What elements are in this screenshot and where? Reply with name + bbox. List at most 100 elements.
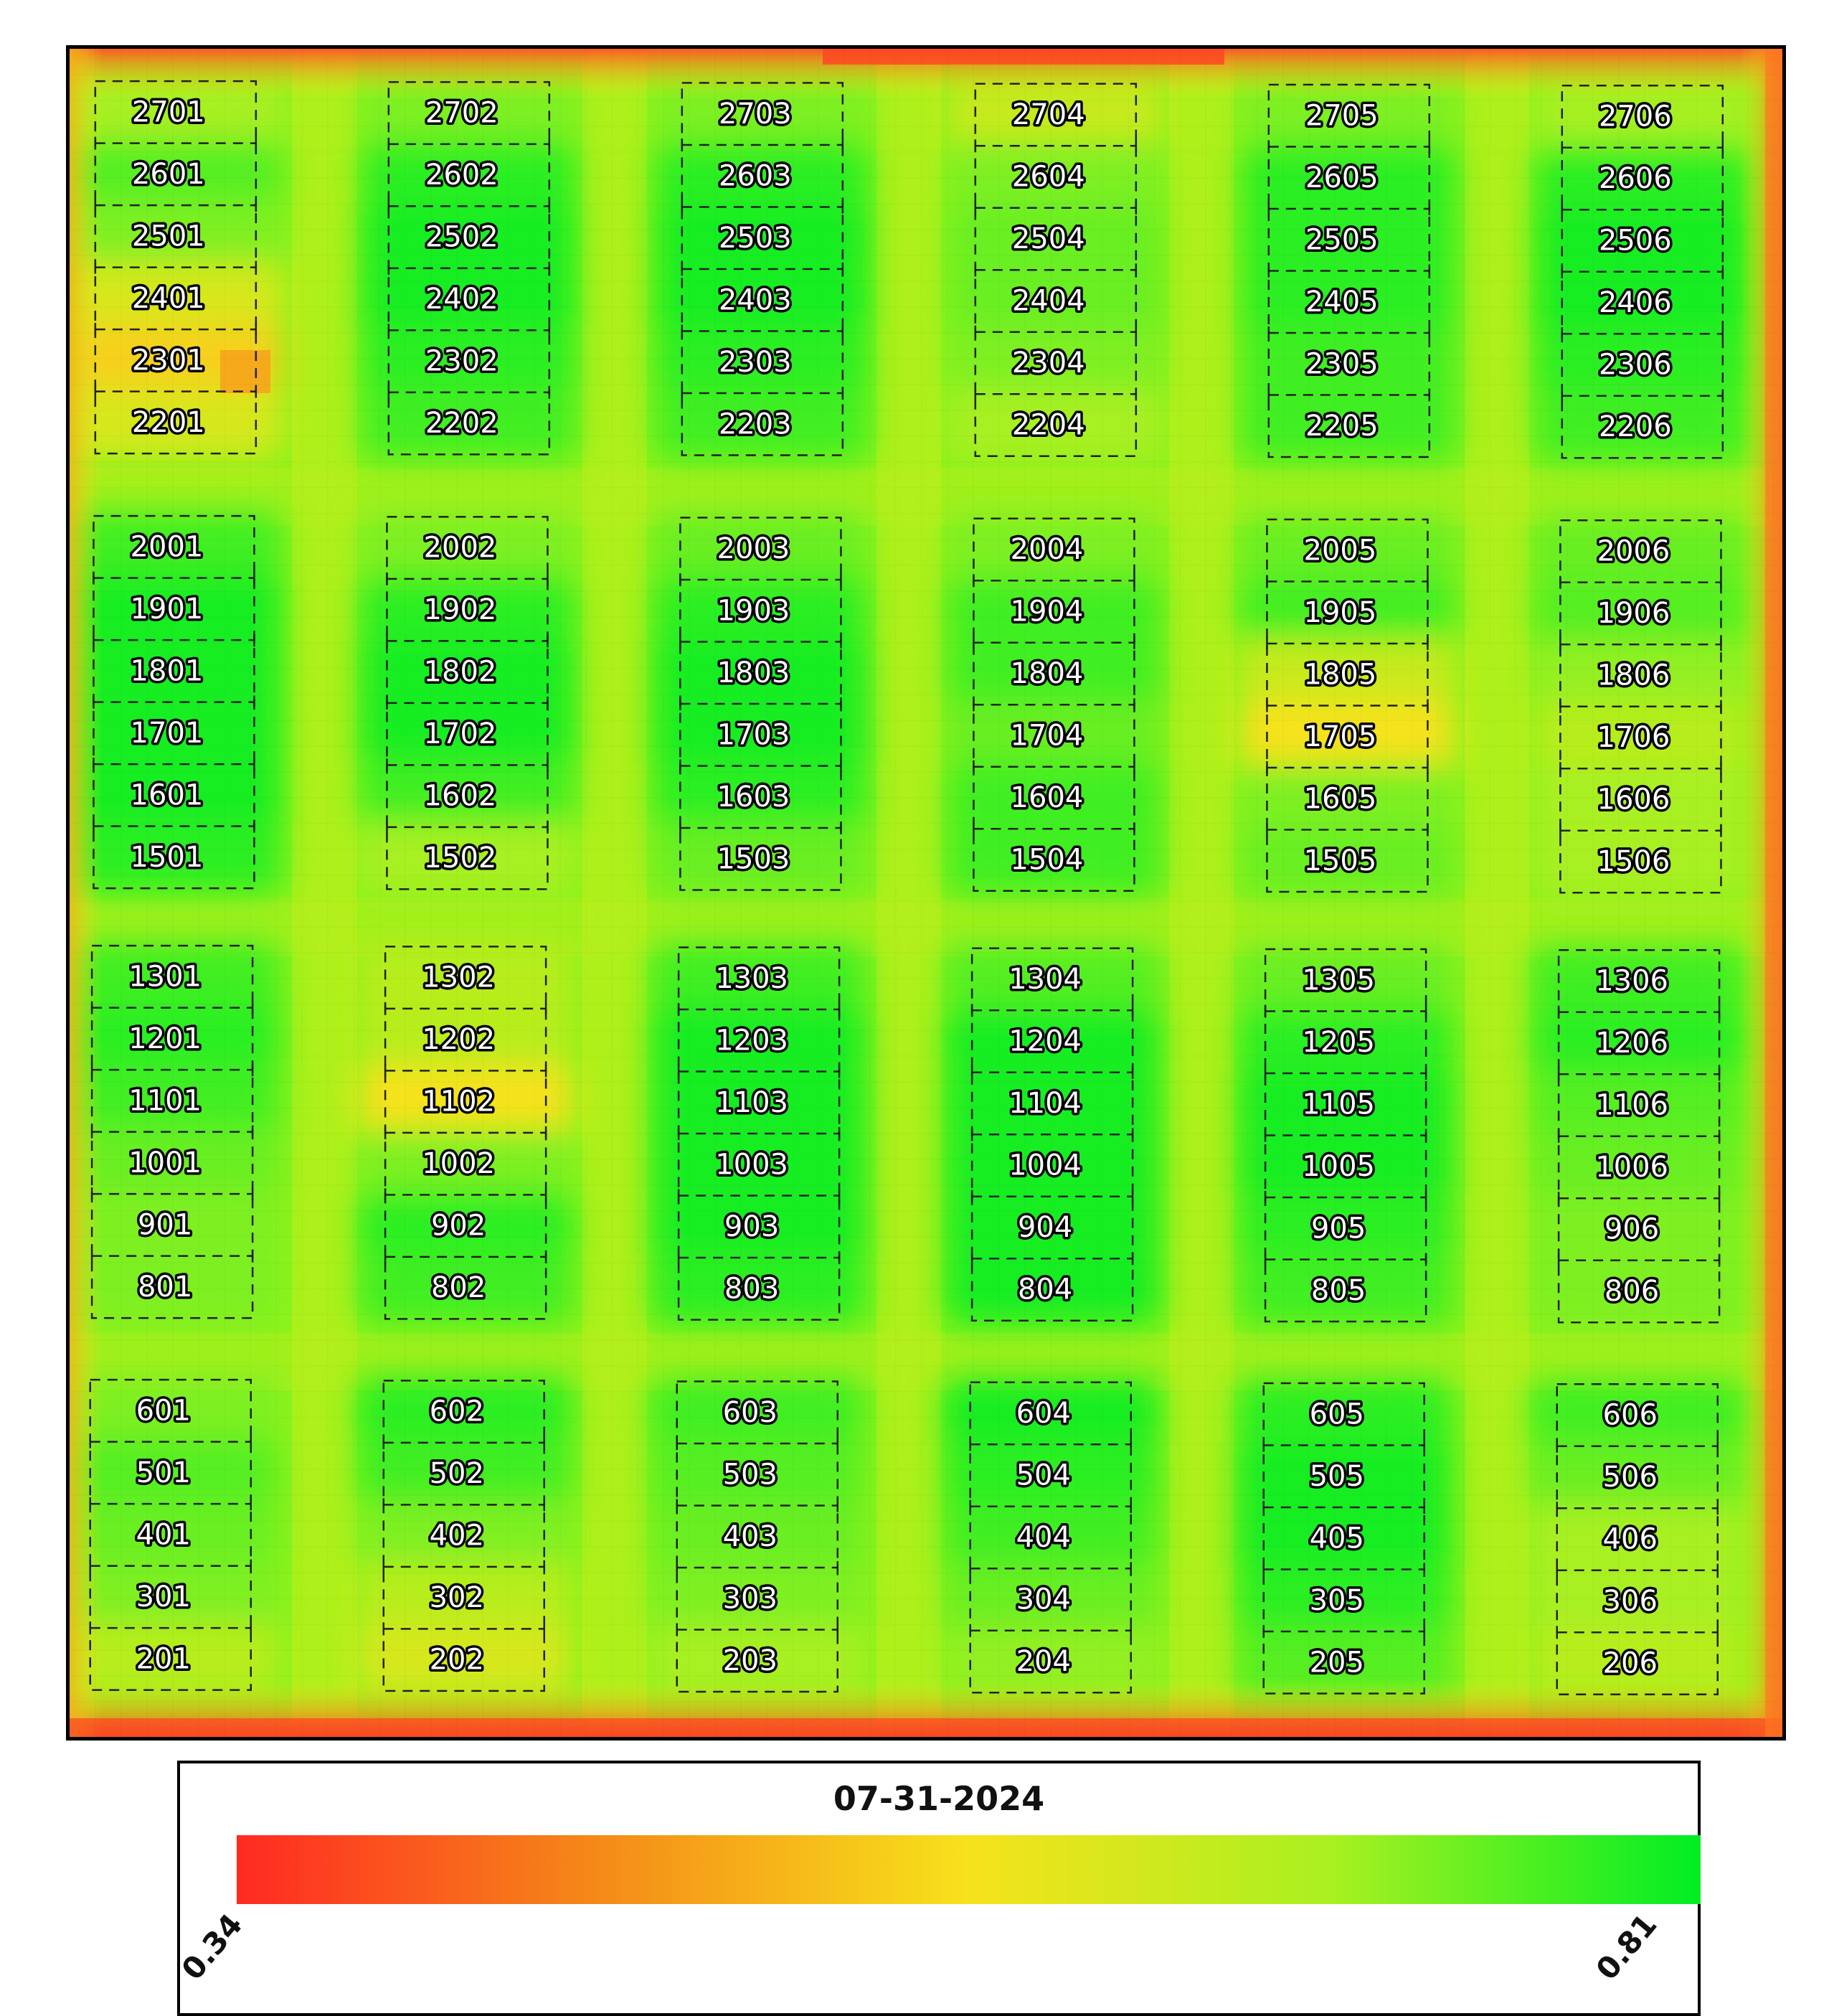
plot-label: 1704 xyxy=(1011,720,1084,753)
plot-label: 1204 xyxy=(1008,1025,1082,1058)
plot-label: 2304 xyxy=(1012,347,1085,380)
plot-block-outline xyxy=(1556,1383,1719,1695)
plot-label: 1202 xyxy=(422,1023,495,1056)
plot-label: 803 xyxy=(724,1272,779,1305)
legend-date-title: 07-31-2024 xyxy=(833,1779,1045,1818)
plot-label: 203 xyxy=(723,1644,778,1677)
plot-label: 2704 xyxy=(1012,98,1085,131)
plot-label: 2002 xyxy=(424,532,497,565)
plot-label: 502 xyxy=(430,1457,484,1490)
plot-label: 2302 xyxy=(425,345,498,378)
plot-label: 1901 xyxy=(131,593,204,626)
plot-label: 2004 xyxy=(1011,533,1084,566)
plot-block: 1306 1206 1106 1006 906 806 xyxy=(1557,948,1721,1324)
plot-label: 1706 xyxy=(1597,721,1670,754)
plot-label: 202 xyxy=(430,1644,484,1677)
plot-label: 2503 xyxy=(719,222,792,255)
plot-label: 404 xyxy=(1016,1521,1071,1554)
plot-label: 1904 xyxy=(1011,595,1084,628)
plot-label: 2001 xyxy=(131,530,204,563)
plot-label: 206 xyxy=(1603,1647,1658,1680)
plot-label: 1304 xyxy=(1008,963,1082,996)
plot-block-outline xyxy=(89,1378,252,1691)
plot-label: 1802 xyxy=(424,656,497,689)
plot-label: 1001 xyxy=(128,1146,202,1179)
plot-label: 1301 xyxy=(128,960,202,993)
legend-min-label: 0.34 xyxy=(174,1907,250,1987)
plot-label: 1902 xyxy=(424,593,497,626)
plot-block: 1304 1204 1104 1004 904 804 xyxy=(970,947,1134,1322)
plot-label: 1002 xyxy=(422,1147,495,1180)
plot-label: 1603 xyxy=(717,781,790,814)
plot-label: 2305 xyxy=(1305,347,1379,380)
plot-label: 2605 xyxy=(1305,161,1379,194)
plot-label: 1504 xyxy=(1011,844,1084,877)
plot-label: 505 xyxy=(1310,1460,1364,1493)
plot-label: 2701 xyxy=(132,95,205,128)
plot-block: 1305 1205 1105 1005 905 805 xyxy=(1264,948,1427,1323)
plot-label: 1105 xyxy=(1302,1088,1375,1121)
plot-block: 1303 1203 1103 1003 903 803 xyxy=(677,946,841,1321)
plot-block: 604 504 404 304 204 xyxy=(969,1381,1133,1694)
plot-label: 905 xyxy=(1311,1212,1366,1245)
plot-label: 2206 xyxy=(1599,410,1672,443)
plot-label: 1101 xyxy=(128,1084,202,1117)
plot-label: 305 xyxy=(1310,1584,1364,1617)
plot-label: 403 xyxy=(723,1520,778,1553)
plot-label: 301 xyxy=(136,1581,191,1614)
plot-label: 1906 xyxy=(1597,597,1670,630)
plot-label: 506 xyxy=(1603,1461,1658,1494)
plot-label: 904 xyxy=(1018,1211,1072,1244)
plot-label: 2402 xyxy=(425,283,498,316)
plot-label: 2203 xyxy=(719,408,792,441)
plot-label: 1203 xyxy=(715,1024,788,1057)
plot-label: 2405 xyxy=(1305,286,1379,319)
plot-label: 2202 xyxy=(425,407,498,440)
plot-block: 2006 1906 1806 1706 1606 1506 xyxy=(1559,519,1722,894)
plot-label: 2706 xyxy=(1599,100,1672,133)
plot-block: 602 502 402 302 202 xyxy=(382,1380,546,1692)
plot-label: 2601 xyxy=(132,158,205,191)
plot-label: 1102 xyxy=(422,1085,495,1118)
plot-label: 2501 xyxy=(132,220,205,253)
plot-label: 1106 xyxy=(1595,1088,1668,1121)
plot-label: 604 xyxy=(1016,1397,1071,1430)
plot-block: 2702 2602 2502 2402 2302 2202 xyxy=(387,81,551,456)
plot-label: 902 xyxy=(431,1210,486,1243)
plot-block: 2704 2604 2504 2404 2304 2204 xyxy=(974,83,1138,458)
plot-label: 1003 xyxy=(715,1148,788,1181)
plot-label: 1606 xyxy=(1597,783,1670,816)
plot-label: 1806 xyxy=(1597,659,1670,692)
plot-label: 1805 xyxy=(1304,658,1377,691)
plot-grid: 2701 2601 2501 2401 2301 2201 2702 2602 2502 2402… xyxy=(89,80,1724,1695)
plot-label: 1501 xyxy=(131,841,204,874)
plot-block: 2002 1902 1802 1702 1602 1502 xyxy=(386,516,549,890)
plot-label: 2705 xyxy=(1305,99,1379,132)
ndvi-heatmap: 2701 2601 2501 2401 2301 2201 2702 2602 2502 2402… xyxy=(70,49,1782,1737)
plot-label: 1305 xyxy=(1302,964,1375,997)
plot-label: 1502 xyxy=(424,842,497,875)
plot-label: 2505 xyxy=(1305,223,1379,256)
plot-label: 805 xyxy=(1311,1274,1366,1307)
plot-label: 2504 xyxy=(1012,222,1085,255)
legend-color-ramp xyxy=(237,1835,1701,1904)
ndvi-map-frame: 2701 2601 2501 2401 2301 2201 2702 2602 2502 2402… xyxy=(66,45,1786,1741)
plot-label: 2401 xyxy=(132,282,205,315)
plot-label: 2204 xyxy=(1012,409,1085,442)
plot-label: 1005 xyxy=(1302,1150,1375,1183)
plot-label: 1306 xyxy=(1595,964,1668,997)
plot-label: 304 xyxy=(1016,1583,1071,1616)
plot-block: 2706 2606 2506 2406 2306 2206 xyxy=(1561,84,1724,459)
plot-label: 2604 xyxy=(1012,161,1085,194)
plot-block: 1302 1202 1102 1002 902 802 xyxy=(384,946,547,1320)
plot-label: 1604 xyxy=(1011,781,1084,814)
plot-label: 405 xyxy=(1310,1522,1364,1555)
legend-max-label: 0.81 xyxy=(1589,1907,1664,1987)
plot-label: 1503 xyxy=(717,842,790,875)
plot-block: 2003 1903 1803 1703 1603 1503 xyxy=(679,517,842,891)
plot-block-outline xyxy=(382,1380,546,1692)
plot-label: 2606 xyxy=(1599,162,1672,195)
plot-label: 504 xyxy=(1016,1459,1071,1492)
plot-label: 1103 xyxy=(715,1086,788,1119)
plot-label: 1505 xyxy=(1304,844,1377,877)
